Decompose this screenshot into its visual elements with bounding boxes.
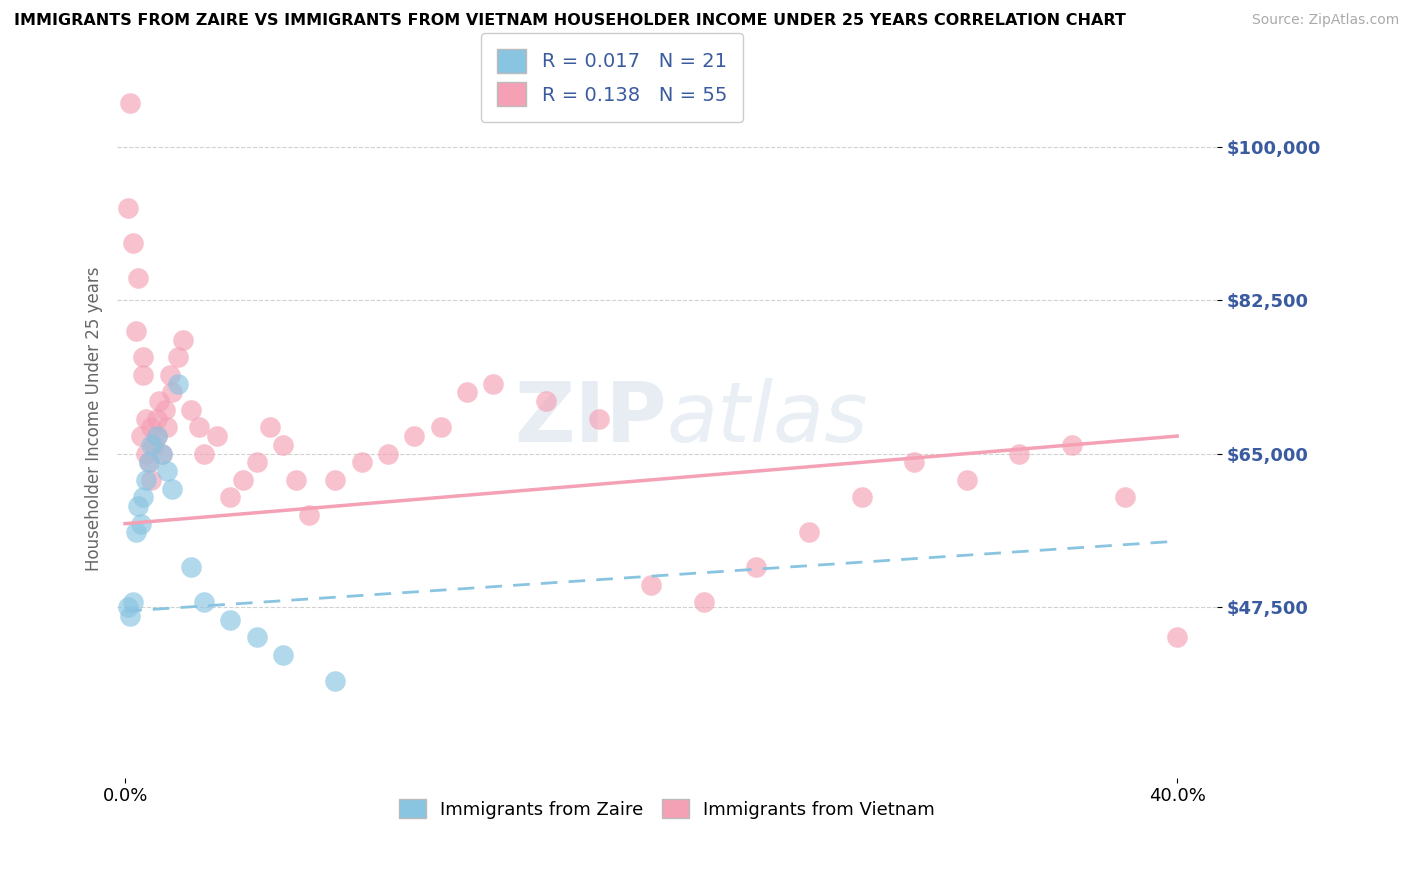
Point [377,447,399,461]
Point [205,429,228,443]
Point [124,525,146,540]
Point [156,420,179,434]
Point [456,385,478,400]
Text: IMMIGRANTS FROM ZAIRE VS IMMIGRANTS FROM VIETNAM HOUSEHOLDER INCOME UNDER 25 YEA: IMMIGRANTS FROM ZAIRE VS IMMIGRANTS FROM… [14,13,1126,29]
Text: Source: ZipAtlas.com: Source: ZipAtlas.com [1251,13,1399,28]
Point [145,429,167,443]
Point [166,351,188,365]
Text: atlas: atlas [666,378,869,459]
Point [141,438,163,452]
Point [122,236,145,251]
Point [219,613,242,627]
Point [162,482,184,496]
Point [124,324,146,338]
Point [219,491,242,505]
Point [1060,438,1083,452]
Point [141,420,163,434]
Point [193,595,215,609]
Point [135,411,157,425]
Text: ZIP: ZIP [515,378,666,459]
Point [135,473,157,487]
Point [271,438,294,452]
Point [172,333,194,347]
Point [150,447,173,461]
Point [640,578,662,592]
Point [148,394,170,409]
Point [285,473,308,487]
Point [132,351,155,365]
Point [127,271,149,285]
Point [588,411,610,425]
Y-axis label: Householder Income Under 25 years: Householder Income Under 25 years [86,267,103,571]
Point [1166,631,1188,645]
Point [745,560,768,574]
Point [193,447,215,461]
Point [851,491,873,505]
Point [120,96,142,111]
Point [122,595,145,609]
Point [245,631,267,645]
Point [429,420,451,434]
Point [145,411,167,425]
Point [232,473,254,487]
Point [325,674,347,689]
Point [129,516,152,531]
Point [797,525,820,540]
Point [141,473,163,487]
Point [117,599,139,614]
Point [903,455,925,469]
Point [482,376,505,391]
Point [166,376,188,391]
Point [180,402,202,417]
Point [298,508,321,522]
Point [127,499,149,513]
Point [259,420,281,434]
Point [1114,491,1136,505]
Point [187,420,209,434]
Point [350,455,373,469]
Point [404,429,426,443]
Point [143,438,166,452]
Point [534,394,557,409]
Point [180,560,202,574]
Point [132,491,155,505]
Point [956,473,979,487]
Point [135,447,157,461]
Point [150,447,173,461]
Point [693,595,716,609]
Point [245,455,267,469]
Point [132,368,155,382]
Point [162,385,184,400]
Point [138,455,160,469]
Point [156,464,179,478]
Point [271,648,294,662]
Point [138,455,160,469]
Point [159,368,181,382]
Point [145,429,167,443]
Point [129,429,152,443]
Point [325,473,347,487]
Point [1008,447,1031,461]
Point [117,202,139,216]
Legend: Immigrants from Zaire, Immigrants from Vietnam: Immigrants from Zaire, Immigrants from V… [392,792,942,826]
Point [153,402,176,417]
Point [120,608,142,623]
